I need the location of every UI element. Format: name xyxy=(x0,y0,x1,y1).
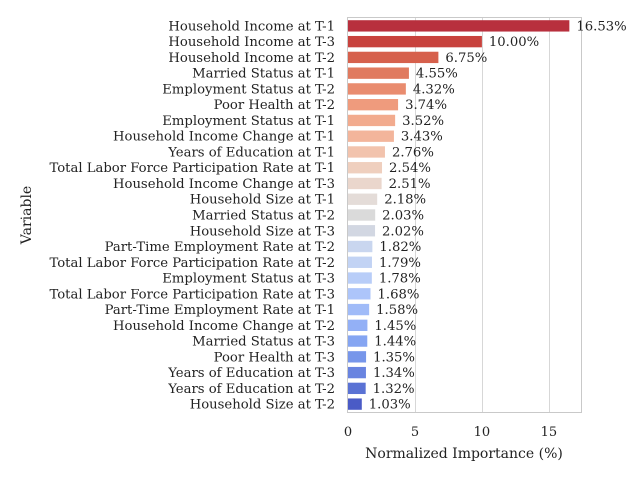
category-label: Years of Education at T-3 xyxy=(167,366,335,381)
bar xyxy=(348,20,570,32)
data-label: 4.55% xyxy=(416,67,458,82)
bar xyxy=(348,398,362,410)
bar xyxy=(348,366,366,379)
data-label: 16.53% xyxy=(576,19,626,34)
bar xyxy=(348,209,376,221)
bar-layer xyxy=(348,20,570,410)
data-label: 1.45% xyxy=(374,319,416,334)
category-label: Employment Status at T-3 xyxy=(162,272,335,287)
bar xyxy=(348,146,385,158)
bar xyxy=(348,177,382,190)
data-label: 10.00% xyxy=(489,35,539,50)
x-tick-label: 0 xyxy=(344,425,352,440)
data-label: 2.54% xyxy=(389,161,431,176)
bar xyxy=(348,35,482,48)
x-tick-labels: 0 5 10 15 xyxy=(344,425,557,440)
data-label: 6.75% xyxy=(445,51,487,66)
bar xyxy=(348,335,368,347)
bar xyxy=(348,67,409,79)
data-label: 2.03% xyxy=(382,209,424,224)
data-label: 2.76% xyxy=(392,145,434,160)
data-label: 2.02% xyxy=(382,224,424,239)
category-label: Household Size at T-2 xyxy=(190,398,335,413)
bar xyxy=(348,319,368,331)
bar xyxy=(348,225,376,237)
category-label: Household Income Change at T-3 xyxy=(113,177,335,192)
category-label: Household Income at T-1 xyxy=(168,19,335,34)
data-label: 1.32% xyxy=(373,382,415,397)
category-label: Employment Status at T-2 xyxy=(162,82,335,97)
bar xyxy=(348,130,394,142)
category-label: Household Income at T-3 xyxy=(168,35,335,50)
category-label: Household Size at T-1 xyxy=(190,193,335,208)
category-label: Poor Health at T-3 xyxy=(214,350,335,365)
bar xyxy=(348,272,372,284)
data-label: 3.74% xyxy=(405,98,447,113)
bar xyxy=(348,99,399,111)
category-label: Total Labor Force Participation Rate at … xyxy=(49,256,335,271)
bar xyxy=(348,351,367,363)
data-label: 1.68% xyxy=(377,287,419,302)
x-tick-label: 15 xyxy=(541,425,558,440)
x-tick-label: 10 xyxy=(474,425,491,440)
data-label: 1.03% xyxy=(369,398,411,413)
data-label: 2.51% xyxy=(389,177,431,192)
bar xyxy=(348,303,370,316)
bar xyxy=(348,114,396,127)
category-label: Married Status at T-3 xyxy=(192,335,335,350)
category-label: Part-Time Employment Rate at T-1 xyxy=(105,303,335,318)
category-label: Years of Education at T-1 xyxy=(167,145,335,160)
bar xyxy=(348,83,406,95)
data-label: 1.44% xyxy=(374,335,416,350)
plot-frame xyxy=(347,17,582,413)
category-label: Total Labor Force Participation Rate at … xyxy=(49,161,335,176)
category-label: Poor Health at T-2 xyxy=(214,98,335,113)
bar xyxy=(348,51,439,64)
data-label: 4.32% xyxy=(413,82,455,97)
bar xyxy=(348,162,383,174)
data-label: 1.35% xyxy=(373,350,415,365)
bar xyxy=(348,288,371,300)
data-label: 1.34% xyxy=(373,366,415,381)
data-label: 3.52% xyxy=(402,114,444,129)
bar xyxy=(348,193,378,205)
category-label: Household Income Change at T-1 xyxy=(113,130,335,145)
category-label: Years of Education at T-2 xyxy=(167,382,335,397)
category-label: Total Labor Force Participation Rate at … xyxy=(49,287,335,302)
data-label: 1.82% xyxy=(379,240,421,255)
category-label: Household Income Change at T-2 xyxy=(113,319,335,334)
data-label: 2.18% xyxy=(384,193,426,208)
data-label: 1.79% xyxy=(379,256,421,271)
category-label: Married Status at T-2 xyxy=(192,209,335,224)
bar xyxy=(348,240,373,253)
bar xyxy=(348,256,372,268)
x-tick-label: 5 xyxy=(411,425,419,440)
data-label: 1.78% xyxy=(379,272,421,287)
category-label: Household Income at T-2 xyxy=(168,51,335,66)
x-axis-title: Normalized Importance (%) xyxy=(365,446,563,462)
grid-layer xyxy=(415,18,550,412)
data-label: 3.43% xyxy=(401,130,443,145)
data-label: 1.58% xyxy=(376,303,418,318)
bar xyxy=(348,382,366,395)
category-label: Married Status at T-1 xyxy=(192,67,335,82)
category-label: Employment Status at T-1 xyxy=(162,114,335,129)
category-label: Part-Time Employment Rate at T-2 xyxy=(105,240,335,255)
category-label: Household Size at T-3 xyxy=(190,224,335,239)
y-axis-title: Variable xyxy=(19,186,35,245)
value-labels: 16.53% 10.00%6.75%4.55%4.32%3.74%3.52%3.4… xyxy=(369,19,627,412)
